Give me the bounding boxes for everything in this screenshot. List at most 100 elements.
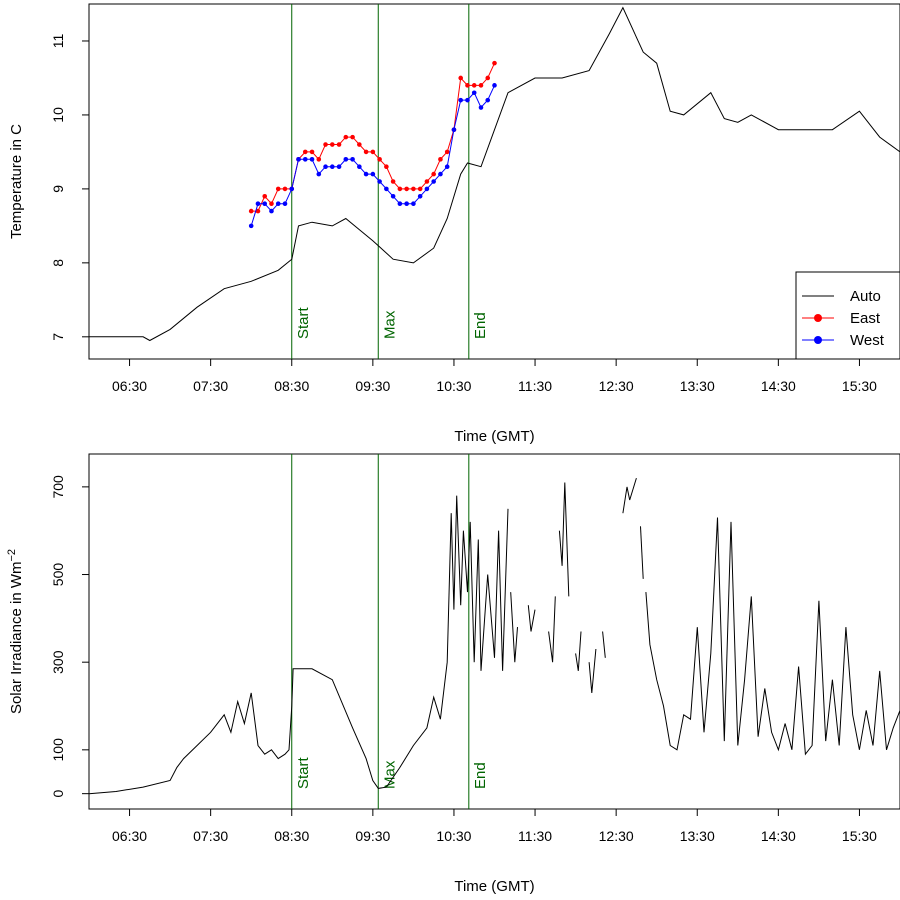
data-point-east (384, 164, 389, 170)
y-tick-label: 500 (50, 563, 66, 587)
data-point-east (282, 186, 288, 192)
data-point-west (357, 164, 362, 170)
series-line-irradiance (510, 592, 518, 663)
data-point-east (255, 208, 261, 214)
data-point-east (458, 75, 464, 81)
legend-label-west: West (850, 332, 885, 349)
data-point-west (309, 157, 315, 162)
data-point-west (343, 157, 349, 162)
data-point-west (296, 157, 301, 162)
data-point-east (377, 157, 382, 162)
data-point-east (336, 142, 342, 147)
series-line-auto (89, 6, 900, 342)
data-point-west (370, 171, 376, 177)
data-point-east (390, 179, 396, 184)
data-point-west (478, 105, 484, 110)
data-point-east (363, 149, 369, 155)
data-point-east (262, 193, 268, 199)
data-point-west (485, 97, 491, 103)
legend-label-east: East (850, 310, 881, 327)
data-point-east (350, 134, 355, 140)
y-tick-label: 11 (50, 34, 66, 49)
data-point-west (377, 179, 382, 184)
data-point-west (390, 193, 396, 199)
event-label-max: Max (381, 310, 398, 339)
x-tick-label: 12:30 (599, 828, 634, 844)
x-tick-label: 12:30 (599, 378, 634, 394)
event-label-start: Start (295, 306, 312, 339)
x-tick-label: 07:30 (193, 828, 228, 844)
data-point-east (465, 83, 470, 88)
data-point-west (363, 171, 369, 177)
x-tick-label: 15:30 (842, 378, 877, 394)
data-point-east (431, 171, 436, 177)
series-line-irradiance (558, 482, 570, 597)
series-line-irradiance (88, 495, 509, 795)
x-tick-label: 09:30 (355, 378, 390, 394)
data-point-east (357, 142, 362, 147)
data-point-east (404, 186, 409, 192)
data-point-west (262, 201, 268, 206)
series-line-west (250, 85, 495, 227)
y-tick-label: 8 (50, 259, 66, 267)
y-axis-label: Temperature in C (8, 124, 25, 239)
data-point-east (343, 134, 349, 140)
legend-box (795, 271, 900, 360)
y-axis-label: Solar Irradiance in Wm−2 (6, 549, 25, 714)
data-point-east (330, 142, 335, 147)
y-tick-label: 10 (50, 107, 66, 123)
series-line-irradiance (575, 631, 582, 671)
x-tick-label: 11:30 (518, 378, 552, 394)
x-tick-label: 10:30 (436, 378, 471, 394)
x-tick-label: 06:30 (112, 378, 147, 394)
data-point-east (269, 201, 274, 206)
series-line-irradiance (588, 648, 597, 693)
data-point-east (478, 83, 484, 88)
data-point-west (255, 201, 261, 206)
data-point-west (316, 171, 322, 177)
event-label-end: End (472, 312, 489, 339)
y-tick-label: 7 (50, 333, 66, 341)
data-point-west (397, 201, 403, 206)
data-point-east (417, 186, 423, 192)
data-point-east (248, 208, 254, 214)
legend-marker-west (814, 336, 822, 344)
data-point-west (248, 223, 254, 229)
data-point-east (397, 186, 403, 192)
data-point-west (269, 208, 274, 214)
x-tick-label: 08:30 (274, 828, 309, 844)
series-line-irradiance (548, 596, 556, 663)
x-tick-label: 08:30 (274, 378, 309, 394)
data-point-west (282, 201, 288, 206)
x-tick-label: 14:30 (761, 828, 796, 844)
series-line-irradiance (645, 517, 900, 756)
y-tick-label: 700 (50, 475, 66, 499)
x-tick-label: 09:30 (355, 828, 390, 844)
data-point-west (323, 164, 328, 170)
series-line-east (251, 62, 495, 212)
x-tick-label: 15:30 (842, 828, 877, 844)
legend-marker-east (814, 314, 822, 322)
data-point-west (289, 186, 295, 192)
data-point-west (492, 83, 497, 88)
series-line-irradiance (527, 605, 536, 632)
x-axis-label: Time (GMT) (454, 428, 534, 445)
plot-frame (88, 453, 900, 810)
x-tick-label: 06:30 (112, 828, 147, 844)
data-point-west (444, 164, 450, 170)
data-point-west (424, 186, 430, 192)
data-point-east (471, 83, 477, 88)
data-point-west (350, 157, 355, 162)
irradiance-panel: 06:30 07:30 08:30 09:30 10:30 11:30 12:30 13:30… (6, 453, 900, 895)
x-tick-label: 11:30 (518, 828, 552, 844)
data-point-east (485, 75, 491, 81)
data-point-east (424, 179, 430, 184)
series-line-irradiance (622, 477, 637, 514)
y-axis-label-superscript: −2 (6, 549, 18, 562)
y-axis-label-text: Solar Irradiance in Wm (8, 561, 25, 714)
data-point-west (431, 179, 436, 184)
y-tick-label: 0 (50, 790, 66, 798)
data-point-west (451, 127, 457, 133)
data-point-west (302, 157, 308, 162)
